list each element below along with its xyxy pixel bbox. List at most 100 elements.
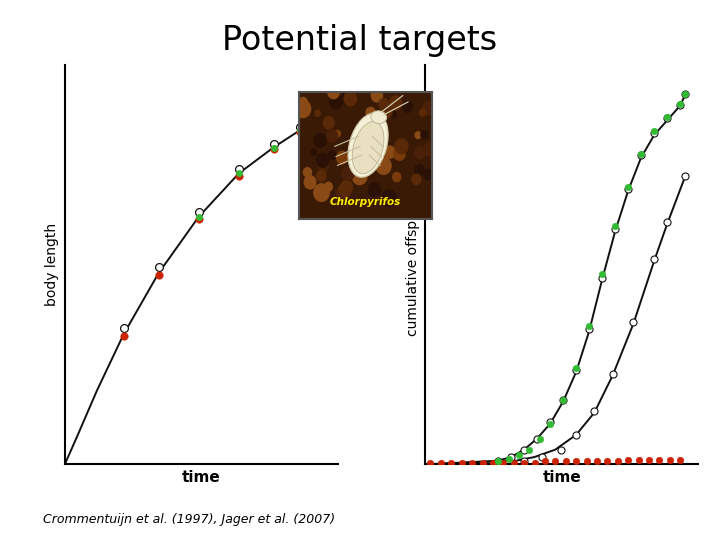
Text: Crommentuijn et al. (1997), Jager et al. (2007): Crommentuijn et al. (1997), Jager et al.… (43, 514, 336, 526)
Point (503, 455, 514, 463)
Ellipse shape (403, 101, 413, 112)
Ellipse shape (394, 147, 405, 160)
Ellipse shape (346, 95, 351, 102)
Point (534, 434, 546, 443)
Point (583, 325, 595, 334)
Point (628, 318, 639, 326)
Point (609, 221, 621, 230)
Point (467, 458, 478, 467)
Point (609, 225, 621, 234)
Ellipse shape (392, 172, 401, 182)
Point (536, 453, 548, 461)
Point (662, 112, 673, 121)
Ellipse shape (342, 89, 356, 105)
Point (570, 364, 582, 373)
Ellipse shape (395, 139, 408, 154)
Point (193, 208, 204, 217)
Ellipse shape (317, 153, 329, 167)
Point (313, 116, 325, 124)
Point (633, 456, 644, 464)
Ellipse shape (420, 109, 426, 116)
Ellipse shape (376, 157, 391, 174)
Point (596, 273, 608, 282)
Point (622, 183, 634, 191)
Ellipse shape (357, 158, 373, 177)
Ellipse shape (342, 167, 354, 180)
Point (544, 420, 556, 428)
Point (549, 456, 561, 465)
Point (513, 451, 525, 460)
Point (518, 456, 530, 465)
Ellipse shape (305, 176, 316, 189)
Point (456, 458, 467, 467)
Point (636, 151, 647, 160)
Point (654, 456, 665, 464)
Point (557, 395, 569, 404)
Text: Chlorpyrifos: Chlorpyrifos (330, 197, 401, 207)
Ellipse shape (371, 154, 377, 162)
Ellipse shape (382, 105, 392, 118)
Ellipse shape (316, 171, 326, 181)
Ellipse shape (412, 174, 421, 185)
Point (622, 185, 634, 193)
Point (425, 458, 436, 467)
Point (680, 172, 691, 180)
Ellipse shape (361, 118, 372, 131)
Ellipse shape (336, 151, 348, 164)
Point (636, 149, 647, 158)
Ellipse shape (314, 184, 329, 201)
Point (662, 114, 673, 123)
Text: Potential targets: Potential targets (222, 24, 498, 57)
Point (233, 165, 245, 173)
Point (589, 407, 600, 415)
Point (492, 456, 504, 465)
Point (591, 456, 603, 465)
Ellipse shape (352, 122, 384, 174)
Ellipse shape (373, 146, 384, 158)
Ellipse shape (327, 130, 338, 142)
Point (505, 453, 517, 461)
Ellipse shape (372, 89, 382, 102)
Point (294, 128, 306, 137)
Point (607, 369, 618, 378)
Point (675, 99, 686, 108)
Point (560, 456, 572, 465)
Point (557, 395, 569, 404)
Point (523, 446, 535, 454)
Ellipse shape (339, 182, 351, 197)
Ellipse shape (421, 131, 428, 139)
Ellipse shape (369, 183, 381, 197)
Point (153, 262, 164, 271)
Point (544, 417, 556, 426)
Ellipse shape (424, 169, 433, 180)
Point (649, 255, 660, 264)
Ellipse shape (352, 167, 367, 185)
Point (662, 218, 673, 226)
Point (193, 213, 204, 221)
Point (622, 456, 634, 464)
Y-axis label: body length: body length (45, 223, 59, 306)
Ellipse shape (414, 147, 425, 159)
Ellipse shape (335, 130, 341, 137)
Point (492, 456, 504, 465)
Ellipse shape (325, 182, 333, 191)
Point (487, 458, 499, 467)
Point (675, 456, 686, 464)
Ellipse shape (331, 91, 337, 98)
Ellipse shape (384, 146, 395, 158)
Point (649, 127, 660, 136)
Point (675, 100, 686, 109)
Ellipse shape (328, 86, 339, 99)
Ellipse shape (295, 100, 310, 118)
Point (528, 458, 540, 467)
Point (583, 321, 595, 330)
Ellipse shape (371, 111, 387, 124)
Point (570, 430, 582, 439)
Ellipse shape (314, 133, 326, 147)
Ellipse shape (390, 111, 397, 118)
Point (518, 458, 530, 467)
Ellipse shape (424, 143, 436, 156)
Point (294, 126, 306, 134)
Point (680, 90, 691, 99)
Point (498, 458, 509, 467)
